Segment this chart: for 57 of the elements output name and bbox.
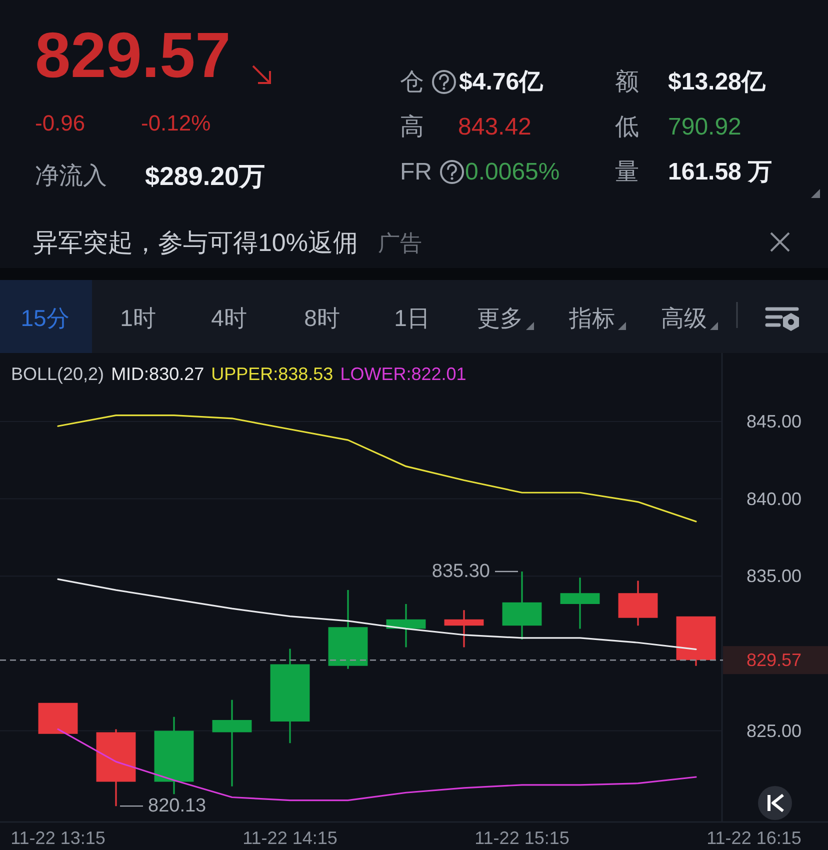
y-tick-label: 845.00	[746, 411, 802, 432]
x-tick-label: 11-22 13:15	[10, 828, 106, 848]
text: 量	[615, 158, 639, 186]
text: 1时	[120, 305, 156, 331]
text: 0.0065%	[465, 158, 560, 186]
text: 指标	[568, 305, 615, 331]
text: -0.12%	[141, 110, 211, 136]
text: 净流入	[35, 162, 107, 190]
text: $13.28亿	[668, 68, 766, 96]
legend-title: BOLL(20,2)	[11, 364, 104, 384]
y-tick-label: 835.00	[746, 566, 802, 586]
legend-item: UPPER:838.53	[211, 364, 334, 384]
candlestick	[560, 578, 600, 629]
line-series	[57, 578, 697, 650]
y-tick-label: 840.00	[746, 488, 802, 509]
candlestick	[328, 590, 368, 669]
annotation: 820.13	[120, 796, 206, 817]
text: -0.96	[35, 110, 86, 136]
text: $289.20万	[145, 161, 265, 191]
x-tick-label: 11-22 16:15	[706, 828, 802, 848]
legend: BOLL(20,2) MID:830.27 UPPER:838.53 LOWER:822.01	[11, 364, 466, 384]
text: 仓	[400, 68, 424, 96]
annotation: 835.30	[432, 561, 518, 582]
candlestick	[212, 700, 252, 786]
candlestick	[676, 616, 716, 666]
x-tick-label: 11-22 14:15	[242, 828, 338, 848]
text: 1日	[394, 305, 430, 331]
text: 790.92	[668, 114, 742, 140]
candlestick	[618, 580, 658, 626]
text: 额	[615, 68, 639, 96]
candlestick	[38, 702, 78, 734]
text: 161.58 万	[668, 158, 772, 186]
y-tick-label: 825.00	[746, 720, 802, 741]
text: FR	[400, 158, 432, 186]
legend-item: LOWER:822.01	[340, 364, 466, 384]
text: 更多	[477, 305, 523, 331]
annotation: 820.13	[148, 796, 206, 817]
text: 低	[615, 114, 639, 140]
candlestick	[444, 610, 484, 648]
text: 4时	[211, 305, 247, 331]
candlestick	[154, 716, 194, 794]
ref-line: 829.57	[0, 646, 828, 674]
legend-item: MID:830.27	[111, 364, 204, 384]
line-series	[57, 414, 697, 522]
text: $4.76亿	[459, 68, 544, 96]
text: 高级	[661, 305, 707, 331]
x-tick-label: 11-22 15:15	[474, 828, 570, 848]
text: 异军突起，参与可得10%返佣	[33, 229, 358, 257]
annotation: 835.30	[432, 560, 490, 582]
text: 高	[400, 114, 424, 140]
text: 843.42	[458, 114, 532, 140]
text: 15分	[20, 305, 70, 331]
candlestick	[270, 648, 310, 744]
text: 8时	[304, 305, 340, 331]
ref-line-label: 829.57	[746, 650, 802, 670]
text: 广告	[378, 230, 422, 256]
text: 829.57	[35, 19, 231, 91]
